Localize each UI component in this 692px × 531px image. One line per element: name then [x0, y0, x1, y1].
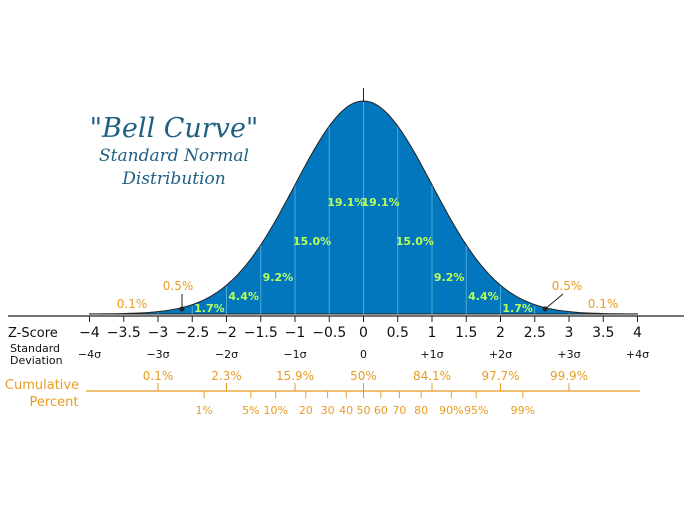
sd-row-label-line2: Deviation — [10, 354, 63, 367]
chart-subtitle-line2: Distribution — [121, 169, 225, 189]
pointer-arrowhead — [179, 306, 185, 312]
z-tick-label: 1.5 — [455, 325, 477, 341]
cumulative-bottom-label: 60 — [374, 404, 388, 417]
sd-tick-label: +3σ — [557, 348, 580, 361]
band-percent-labels: 1.7%4.4%9.2%15.0%19.1%19.1%15.0%9.2%4.4%… — [194, 196, 533, 315]
cumulative-bottom-label: 40 — [339, 404, 353, 417]
z-tick-label: 1 — [428, 325, 437, 341]
z-tick-label: 0 — [359, 325, 368, 341]
pointer-line — [544, 293, 564, 310]
z-score-row-label: Z-Score — [8, 326, 58, 341]
cumulative-top-label: 50% — [350, 369, 377, 383]
z-tick-label: −3 — [148, 325, 169, 341]
cumulative-top-label: 97.7% — [481, 369, 519, 383]
band-percent-label: 15.0% — [293, 235, 331, 248]
band-percent-label: 1.7% — [502, 302, 533, 315]
cumulative-bottom-label: 90% — [439, 404, 463, 417]
cumulative-percent-ticks: 0.1% 2.3% 15.9% 50% 84.1% 97.7% 99.9% 1% 5% 10% 20… — [143, 369, 588, 417]
chart-title: "Bell Curve" — [90, 113, 259, 144]
z-tick-label: −2 — [216, 325, 237, 341]
cumulative-bottom-label: 50 — [357, 404, 371, 417]
z-tick-label: 2 — [496, 325, 505, 341]
cumulative-top-label: 15.9% — [276, 369, 314, 383]
cumulative-bottom-label: 10% — [263, 404, 287, 417]
z-tick-label: 3.5 — [592, 325, 614, 341]
band-lines — [157, 102, 570, 314]
z-tick-label: −1 — [285, 325, 306, 341]
cumulative-bottom-label: 1% — [195, 404, 212, 417]
cumulative-bottom-label: 70 — [392, 404, 406, 417]
cumulative-bottom-label: 30 — [321, 404, 335, 417]
sd-tick-label: +4σ — [626, 348, 649, 361]
cumulative-bottom-label: 99% — [511, 404, 535, 417]
cumulative-bottom-label: 80 — [414, 404, 428, 417]
cumulative-bottom-label: 95% — [464, 404, 488, 417]
chart-subtitle-line1: Standard Normal — [99, 146, 249, 166]
z-tick-label: −1.5 — [244, 325, 278, 341]
sd-tick-label: −3σ — [146, 348, 169, 361]
sd-tick-label: −1σ — [283, 348, 306, 361]
z-score-ticks: −4 −3.5 −3 −2.5 −2 −1.5 −1 −0.5 0 0.5 1 1.5 2 2.5 3 3.5… — [79, 316, 642, 341]
sd-tick-label: +1σ — [420, 348, 443, 361]
sd-tick-label: −4σ — [78, 348, 101, 361]
sd-row-label-line1: Standard — [10, 342, 60, 355]
band-percent-label: 19.1% — [327, 196, 365, 209]
z-tick-label: 0.5 — [387, 325, 409, 341]
z-tick-label: 3 — [565, 325, 574, 341]
band-percent-label: 4.4% — [228, 290, 259, 303]
sd-tick-label: +2σ — [489, 348, 512, 361]
sd-tick-label: −2σ — [215, 348, 238, 361]
pointer-arrowhead — [542, 306, 548, 312]
z-tick-label: −2.5 — [175, 325, 209, 341]
tail-percent-labels: 0.5% 0.5% 0.1% 0.1% — [117, 279, 619, 312]
cumulative-top-label: 99.9% — [550, 369, 588, 383]
z-tick-label: 4 — [633, 325, 642, 341]
band-percent-label: 4.4% — [468, 290, 499, 303]
band-percent-label: 0.5% — [552, 279, 583, 293]
band-percent-label: 19.1% — [362, 196, 400, 209]
cumulative-bottom-label: 5% — [242, 404, 259, 417]
cumulative-bottom-label: 20 — [299, 404, 313, 417]
tail-percent-label: 0.1% — [588, 297, 619, 311]
z-tick-label: −3.5 — [107, 325, 141, 341]
cumulative-row-label-line2: Percent — [30, 395, 79, 410]
tail-percent-label: 0.1% — [117, 297, 148, 311]
band-percent-label: 1.7% — [194, 302, 225, 315]
standard-deviation-ticks: −4σ −3σ −2σ −1σ 0 +1σ +2σ +3σ +4σ — [78, 348, 649, 361]
band-percent-label: 9.2% — [263, 271, 294, 284]
cumulative-top-label: 84.1% — [413, 369, 451, 383]
band-percent-label: 0.5% — [163, 279, 194, 293]
band-percent-label: 15.0% — [396, 235, 434, 248]
z-tick-label: −4 — [79, 325, 100, 341]
cumulative-top-label: 2.3% — [211, 369, 242, 383]
cumulative-row-label-line1: Cumulative — [5, 378, 79, 393]
z-tick-label: 2.5 — [524, 325, 546, 341]
cumulative-top-label: 0.1% — [143, 369, 174, 383]
band-percent-label: 9.2% — [434, 271, 465, 284]
z-tick-label: −0.5 — [312, 325, 346, 341]
sd-tick-label: 0 — [360, 348, 367, 361]
